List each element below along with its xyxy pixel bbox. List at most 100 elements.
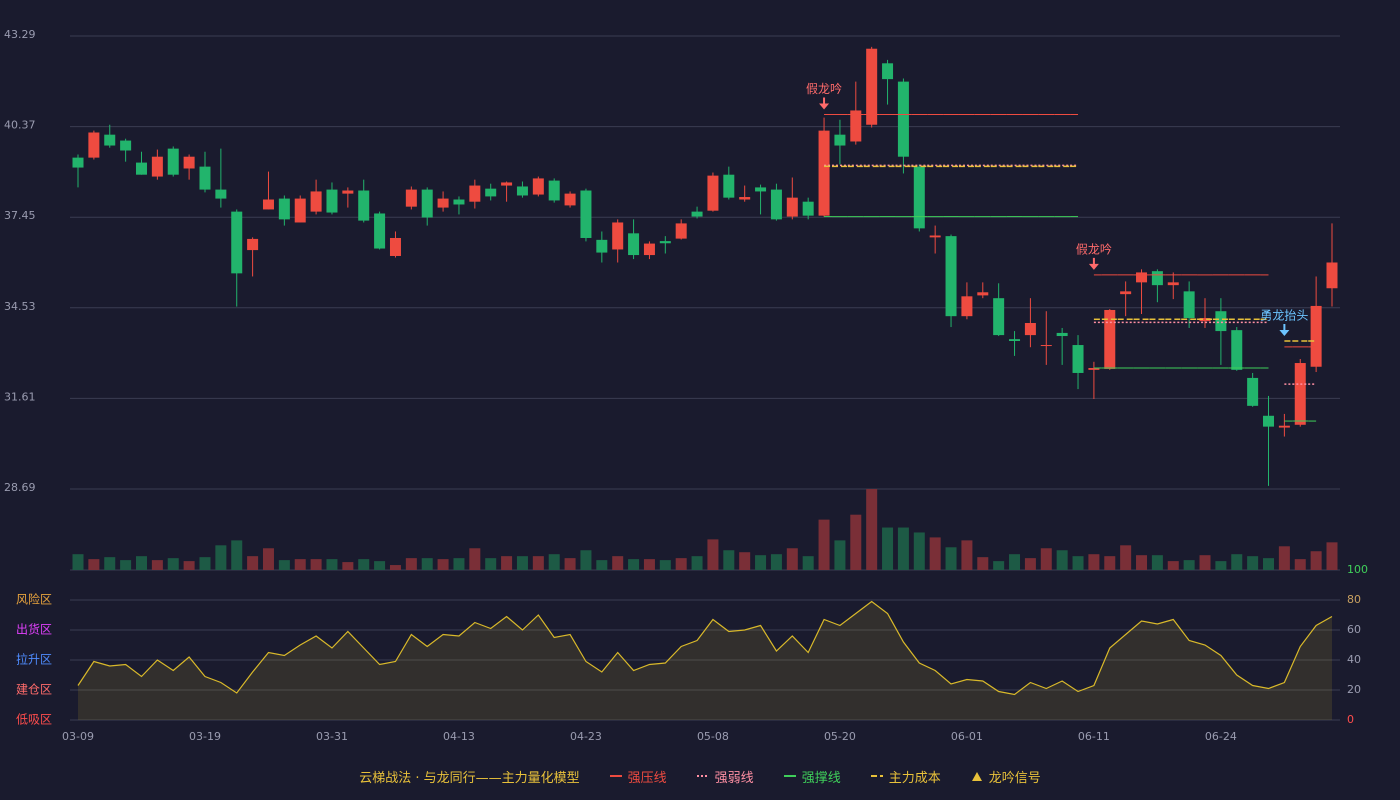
volume-bar xyxy=(1136,555,1148,570)
indicator-tick-label: 20 xyxy=(1347,683,1361,696)
y-tick-label: 34.53 xyxy=(4,300,36,313)
volume-bar xyxy=(548,554,560,570)
volume-bar xyxy=(1294,559,1306,570)
candle-body xyxy=(1183,291,1195,319)
candle-body xyxy=(88,132,100,158)
volume-bar xyxy=(421,558,433,570)
candle-body xyxy=(120,140,132,151)
volume-bar xyxy=(1056,550,1068,570)
volume-bar xyxy=(659,560,671,570)
volume-bar xyxy=(358,559,370,570)
signal-label: 假龙吟 xyxy=(806,81,842,96)
candle-body xyxy=(104,134,116,146)
volume-bar xyxy=(247,556,259,570)
candle-body xyxy=(453,199,465,205)
candle-body xyxy=(628,233,640,256)
candle-body xyxy=(929,235,941,238)
candle-body xyxy=(755,187,767,192)
volume-bar xyxy=(786,548,798,570)
candle-body xyxy=(183,156,195,169)
candle-body xyxy=(1278,425,1290,428)
x-tick-label: 06-11 xyxy=(1078,730,1110,743)
legend-triangle xyxy=(971,772,982,781)
volume-bar xyxy=(374,561,386,570)
candle-body xyxy=(850,110,862,142)
candle-body xyxy=(1009,339,1021,341)
volume-bar xyxy=(1263,558,1275,570)
candle-body xyxy=(707,175,719,211)
candle-body xyxy=(485,188,497,197)
candle-body xyxy=(1199,318,1211,322)
legend-label: 强弱线 xyxy=(714,770,754,786)
legend-symbol xyxy=(609,775,622,777)
candle-body xyxy=(1231,330,1243,370)
candle-body xyxy=(151,156,163,177)
volume-bar xyxy=(1167,561,1179,570)
candle-body xyxy=(961,296,973,317)
candle-body xyxy=(516,186,528,196)
candle-body xyxy=(675,223,687,239)
candle-body xyxy=(167,148,179,175)
zone-label: 风险区 xyxy=(16,592,52,607)
candle-body xyxy=(1040,345,1052,347)
volume-bar xyxy=(564,558,576,570)
volume-bar xyxy=(961,540,973,570)
volume-bar xyxy=(1326,542,1338,570)
candle-body xyxy=(1056,332,1068,337)
signal-arrow xyxy=(819,97,830,110)
volume-bar xyxy=(1088,554,1100,570)
candle-body xyxy=(437,198,449,208)
legend-label: 主力成本 xyxy=(888,770,941,786)
candle-body xyxy=(564,193,576,206)
candle-body xyxy=(643,243,655,256)
x-tick-label: 06-24 xyxy=(1205,730,1237,743)
volume-bar xyxy=(993,561,1005,570)
x-tick-label: 03-31 xyxy=(316,730,348,743)
candle-body xyxy=(1247,377,1259,406)
candle-body xyxy=(993,298,1005,336)
indicator-tick-label: 60 xyxy=(1347,623,1361,636)
volume-bar xyxy=(691,556,703,570)
volume-bar xyxy=(913,532,925,570)
candle-body xyxy=(501,182,513,186)
volume-bar xyxy=(326,559,338,570)
volume-bar xyxy=(310,559,322,570)
signal-arrow xyxy=(1279,323,1290,336)
volume-bar xyxy=(104,557,116,570)
candle-body xyxy=(247,238,259,251)
candle-body xyxy=(1136,272,1148,283)
volume-bar xyxy=(342,562,354,570)
volume-bar xyxy=(850,514,862,570)
candle-body xyxy=(580,190,592,238)
indicator-tick-label: 80 xyxy=(1347,593,1361,606)
volume-bar xyxy=(818,519,830,570)
y-tick-label: 40.37 xyxy=(4,119,36,132)
volume-bar xyxy=(389,565,401,570)
legend-symbol xyxy=(696,775,709,777)
candle-body xyxy=(1024,323,1036,336)
volume-bar xyxy=(945,547,957,570)
candle-body xyxy=(913,166,925,229)
candle-body xyxy=(739,197,751,200)
volume-bar xyxy=(453,558,465,570)
candle-body xyxy=(1151,271,1163,286)
candle-body xyxy=(469,185,481,202)
x-tick-label: 03-19 xyxy=(189,730,221,743)
candle-body xyxy=(389,237,401,256)
candle-body xyxy=(294,198,306,223)
legend-item: 主力成本 xyxy=(870,767,941,786)
volume-bar xyxy=(262,548,274,570)
volume-bar xyxy=(1009,554,1021,570)
x-tick-label: 06-01 xyxy=(951,730,983,743)
candle-body xyxy=(659,241,671,244)
volume-bar xyxy=(1024,558,1036,570)
volume-bar xyxy=(1120,545,1132,570)
candle-body xyxy=(723,174,735,198)
indicator-tick-label: 0 xyxy=(1347,713,1354,726)
candle-body xyxy=(421,189,433,218)
candle-body xyxy=(897,81,909,157)
volume-bar xyxy=(739,552,751,570)
volume-bar xyxy=(72,554,84,570)
volume-bar xyxy=(897,527,909,570)
candle-body xyxy=(326,189,338,213)
